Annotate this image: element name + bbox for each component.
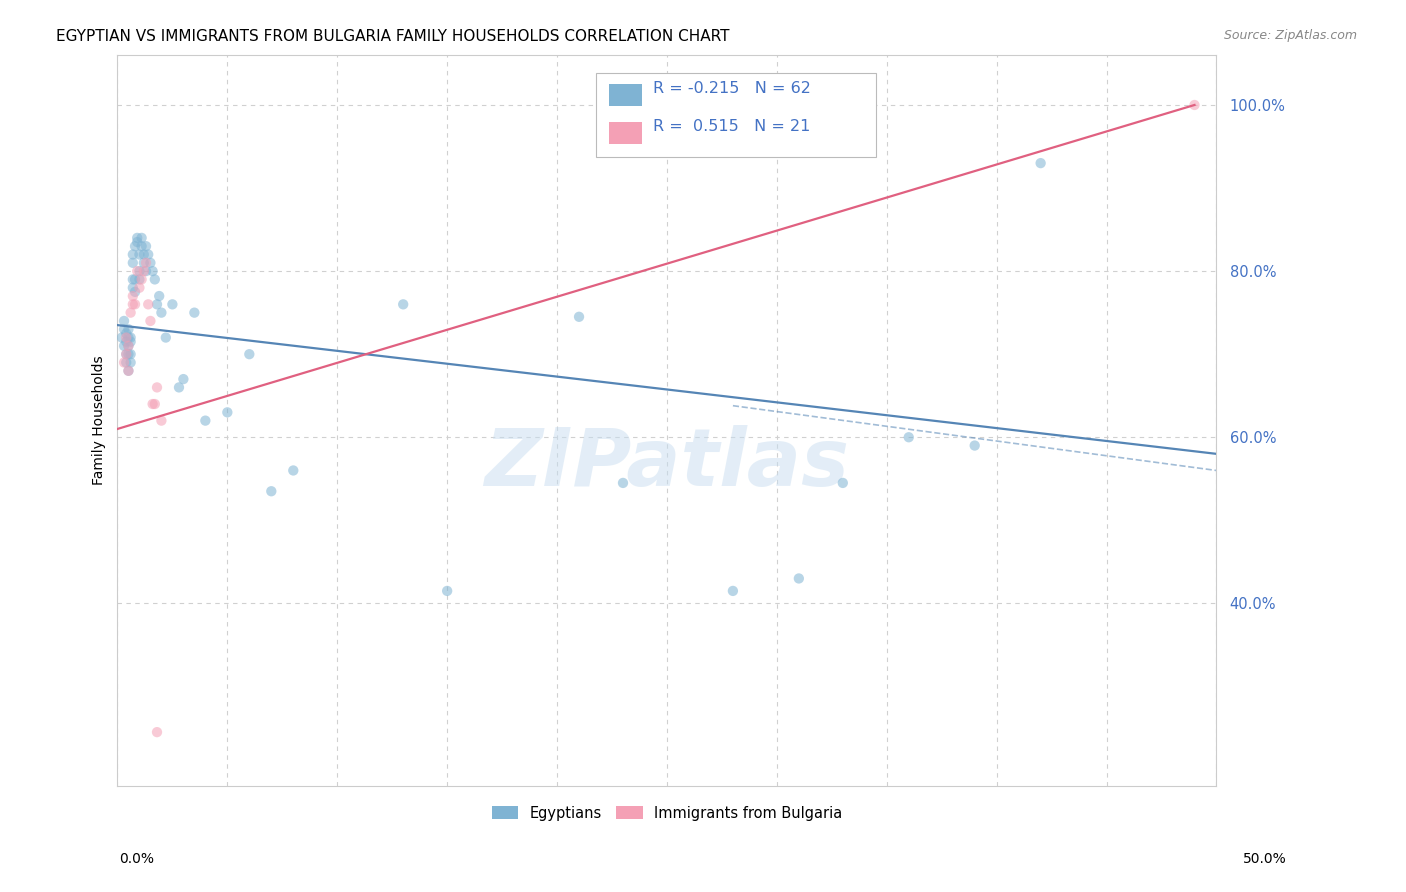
Point — [150, 306, 173, 320]
Point — [112, 314, 135, 328]
Text: Source: ZipAtlas.com: Source: ZipAtlas.com — [1223, 29, 1357, 42]
Point — [139, 314, 162, 328]
Point — [112, 339, 135, 353]
Point — [121, 289, 143, 303]
Point — [135, 239, 157, 253]
Point — [1184, 98, 1206, 112]
Point — [115, 330, 138, 344]
Point — [128, 247, 150, 261]
Point — [172, 372, 194, 386]
Point — [1029, 156, 1052, 170]
Point — [124, 285, 146, 299]
Point — [121, 247, 143, 261]
Point — [146, 725, 169, 739]
Point — [162, 297, 184, 311]
Point — [124, 239, 146, 253]
Point — [117, 339, 139, 353]
Point — [260, 484, 283, 499]
Point — [115, 334, 138, 349]
Point — [117, 339, 139, 353]
Point — [117, 347, 139, 361]
Point — [115, 347, 138, 361]
Text: R =  0.515   N = 21: R = 0.515 N = 21 — [652, 120, 810, 134]
Point — [127, 264, 149, 278]
Point — [121, 272, 143, 286]
Point — [568, 310, 591, 324]
Point — [127, 231, 149, 245]
Point — [612, 475, 634, 490]
Point — [124, 272, 146, 286]
Point — [143, 272, 166, 286]
Point — [115, 347, 138, 361]
Legend: Egyptians, Immigrants from Bulgaria: Egyptians, Immigrants from Bulgaria — [485, 800, 848, 826]
Point — [115, 326, 138, 341]
Text: ZIPatlas: ZIPatlas — [485, 425, 849, 503]
Point — [963, 438, 986, 452]
Point — [392, 297, 415, 311]
Point — [135, 264, 157, 278]
Point — [150, 414, 173, 428]
FancyBboxPatch shape — [596, 73, 876, 158]
Point — [238, 347, 260, 361]
Point — [112, 355, 135, 369]
Point — [721, 583, 744, 598]
Point — [787, 571, 810, 585]
Point — [146, 380, 169, 394]
Point — [120, 355, 142, 369]
Point — [128, 281, 150, 295]
Text: R = -0.215   N = 62: R = -0.215 N = 62 — [652, 81, 810, 96]
Point — [831, 475, 853, 490]
Point — [120, 306, 142, 320]
Point — [167, 380, 190, 394]
Point — [142, 264, 165, 278]
Point — [131, 239, 153, 253]
Point — [132, 256, 155, 270]
Point — [127, 235, 149, 249]
FancyBboxPatch shape — [609, 121, 641, 144]
Point — [131, 231, 153, 245]
Point — [128, 264, 150, 278]
Point — [897, 430, 920, 444]
Point — [136, 247, 159, 261]
Point — [111, 330, 134, 344]
Point — [128, 272, 150, 286]
Point — [112, 322, 135, 336]
Point — [139, 256, 162, 270]
Point — [117, 322, 139, 336]
Point — [117, 364, 139, 378]
Point — [194, 414, 217, 428]
Point — [217, 405, 239, 419]
Point — [283, 463, 305, 477]
Point — [117, 364, 139, 378]
Y-axis label: Family Households: Family Households — [93, 356, 107, 485]
Point — [120, 347, 142, 361]
Point — [155, 330, 177, 344]
Point — [436, 583, 458, 598]
Point — [120, 334, 142, 349]
Point — [183, 306, 205, 320]
Point — [115, 355, 138, 369]
Point — [142, 397, 165, 411]
Point — [121, 281, 143, 295]
Text: 0.0%: 0.0% — [120, 852, 155, 866]
Point — [124, 297, 146, 311]
Point — [146, 297, 169, 311]
Point — [121, 256, 143, 270]
Point — [131, 272, 153, 286]
Point — [135, 256, 157, 270]
Point — [120, 330, 142, 344]
Point — [136, 297, 159, 311]
Point — [121, 297, 143, 311]
Text: EGYPTIAN VS IMMIGRANTS FROM BULGARIA FAMILY HOUSEHOLDS CORRELATION CHART: EGYPTIAN VS IMMIGRANTS FROM BULGARIA FAM… — [56, 29, 730, 44]
Point — [148, 289, 170, 303]
Point — [132, 247, 155, 261]
Point — [143, 397, 166, 411]
Text: 50.0%: 50.0% — [1243, 852, 1286, 866]
Point — [117, 330, 139, 344]
Point — [132, 264, 155, 278]
FancyBboxPatch shape — [609, 84, 641, 105]
